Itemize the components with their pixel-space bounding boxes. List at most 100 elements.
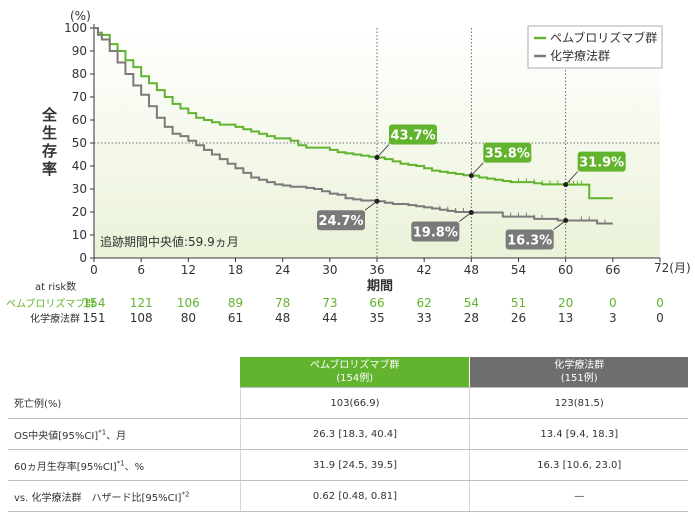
survival-curves: [94, 27, 613, 225]
x-axis-label: 期間: [367, 279, 393, 294]
x-tick-label: 18: [228, 263, 243, 277]
y-axis-label: 全生存率: [41, 106, 58, 178]
at-risk-value: 13: [558, 311, 573, 325]
landmark-leader: [376, 144, 390, 158]
y-tick-label: 60: [72, 113, 87, 127]
at-risk-value: 154: [83, 296, 106, 310]
y-tick-label: 20: [72, 205, 87, 219]
at-risk-value: 20: [558, 296, 573, 310]
row-value-pem: 26.3 [18.3, 40.4]: [239, 418, 470, 450]
y-tick-label: 50: [72, 136, 87, 150]
at-risk-value: 3: [609, 311, 617, 325]
at-risk-value: 80: [181, 311, 196, 325]
at-risk-value: 62: [417, 296, 432, 310]
landmark-labels: 43.7% 35.8% 31.9% 24.7% 19.8% 16.3%: [317, 124, 626, 250]
summary-table: ペムブロリズマブ群 (154例) 化学療法群 (151例) 死亡例(%) 103…: [8, 357, 688, 512]
at-risk-value: 0: [609, 296, 617, 310]
curve-chemo: [94, 27, 613, 225]
header-chemo-name: 化学療法群: [554, 360, 605, 371]
at-risk-value: 89: [228, 296, 243, 310]
at-risk-value: 26: [511, 311, 526, 325]
landmark-leader: [364, 200, 378, 211]
row-value-pem: 0.62 [0.48, 0.81]: [239, 480, 470, 512]
curve-pem: [94, 27, 613, 200]
landmark-box: [505, 229, 554, 250]
x-tick-label: 42: [417, 263, 432, 277]
x-tick-label: 12: [181, 263, 196, 277]
landmark-box: [411, 221, 460, 242]
row-value-chemo: 13.4 [9.4, 18.3]: [469, 418, 688, 450]
at-risk-label: at risk数: [35, 280, 76, 293]
header-pem-count: (154例): [336, 373, 374, 384]
x-tick-label: 6: [137, 263, 145, 277]
landmark-value: 43.7%: [390, 128, 435, 143]
at-risk-value: 51: [511, 296, 526, 310]
table-row: vs. 化学療法群 ハザード比[95%CI]*2 0.62 [0.48, 0.8…: [8, 480, 688, 512]
at-risk-value: 48: [275, 311, 290, 325]
x-unit: 72(月): [654, 261, 691, 275]
row-label: OS中央値[95%CI]*1、月: [8, 418, 240, 450]
at-risk-value: 121: [130, 296, 153, 310]
table-header-row: ペムブロリズマブ群 (154例) 化学療法群 (151例): [8, 357, 688, 388]
at-risk-value: 54: [464, 296, 479, 310]
at-risk-series-pem-name: ペムブロリズマブ群: [6, 297, 95, 310]
at-risk-value: 0: [656, 311, 664, 325]
at-risk-value: 151: [83, 311, 106, 325]
at-risk-value: 28: [464, 311, 479, 325]
x-tick-label: 60: [558, 263, 573, 277]
at-risk-value: 108: [130, 311, 153, 325]
table-header-blank: [8, 357, 240, 388]
row-value-chemo: —: [469, 480, 688, 512]
y-tick-label: 100: [64, 21, 87, 35]
at-risk-value: 61: [228, 311, 243, 325]
y-unit: (%): [70, 9, 91, 23]
landmark-leader: [565, 171, 578, 185]
x-tick-label: 36: [369, 263, 384, 277]
x-tick-label: 54: [511, 263, 526, 277]
y-tick-label: 40: [72, 159, 87, 173]
at-risk-value: 33: [417, 311, 432, 325]
landmark-value: 19.8%: [413, 225, 458, 240]
header-pem: ペムブロリズマブ群 (154例): [240, 357, 470, 388]
at-risk-series-chemo-name: 化学療法群: [30, 312, 80, 325]
y-tick-label: 0: [79, 251, 87, 265]
table-row: 死亡例(%) 103(66.9) 123(81.5): [8, 387, 688, 419]
x-tick-label: 30: [322, 263, 337, 277]
legend-box: [527, 25, 663, 69]
row-value-pem: 31.9 [24.5, 39.5]: [239, 449, 470, 481]
landmark-value: 24.7%: [318, 214, 363, 229]
tick-labels: 0 10 20 30 40 50 60 70 80 90 100 0 6 12 18 24 30 36 42 48 54…: [64, 21, 661, 277]
x-tick-label: 48: [464, 263, 479, 277]
row-value-chemo: 123(81.5): [469, 387, 688, 419]
at-risk-value: 78: [275, 296, 290, 310]
landmark-box: [483, 142, 532, 163]
row-value-chemo: 16.3 [10.6, 23.0]: [469, 449, 688, 481]
y-tick-label: 90: [72, 44, 87, 58]
follow-up-note: 追跡期間中央値:59.9ヵ月: [100, 234, 239, 249]
landmark-value: 31.9%: [579, 156, 624, 171]
legend: ペムブロリズマブ群 化学療法群: [527, 25, 663, 69]
at-risk-value: 0: [656, 296, 664, 310]
landmark-box: [389, 124, 437, 145]
row-label: 60ヵ月生存率[95%CI]*1、%: [8, 449, 240, 481]
x-tick-label: 24: [275, 263, 290, 277]
legend-label-pem: ペムブロリズマブ群: [550, 30, 657, 45]
censor-marks: [439, 178, 606, 224]
landmark-leader: [459, 212, 472, 222]
row-value-pem: 103(66.9): [239, 387, 470, 419]
at-risk-value: 106: [177, 296, 200, 310]
y-tick-label: 80: [72, 67, 87, 81]
table-row: 60ヵ月生存率[95%CI]*1、% 31.9 [24.5, 39.5] 16.…: [8, 449, 688, 481]
at-risk-value: 35: [369, 311, 384, 325]
row-label: vs. 化学療法群 ハザード比[95%CI]*2: [8, 480, 240, 512]
landmark-leader: [471, 162, 484, 176]
at-risk-value: 73: [322, 296, 337, 310]
table-row: OS中央値[95%CI]*1、月 26.3 [18.3, 40.4] 13.4 …: [8, 418, 688, 450]
x-tick-label: 0: [90, 263, 98, 277]
landmark-box: [317, 210, 365, 231]
landmark-box: [577, 151, 626, 172]
header-chemo-count: (151例): [560, 373, 598, 384]
legend-label-chemo: 化学療法群: [550, 48, 610, 63]
